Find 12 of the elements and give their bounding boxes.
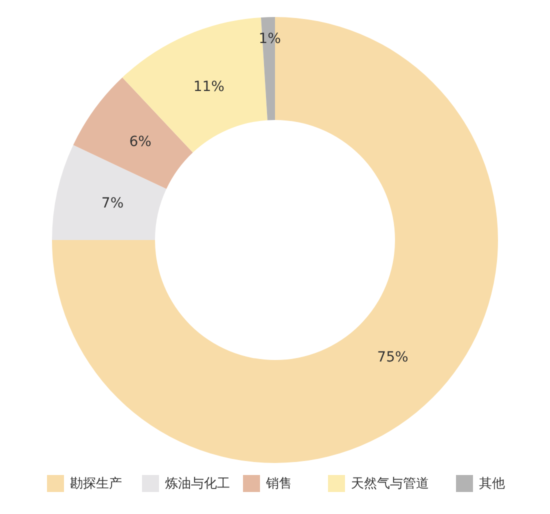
data-label: 11% (193, 79, 224, 96)
legend-label: 炼油与化工 (165, 476, 230, 492)
data-label: 6% (129, 134, 152, 150)
data-label: 7% (101, 196, 124, 212)
legend-label: 销售 (265, 476, 292, 492)
donut-slice (52, 17, 498, 463)
legend-label: 勘探生产 (70, 476, 122, 492)
legend-label: 其他 (479, 476, 505, 492)
legend-label: 天然气与管道 (351, 476, 429, 492)
data-label: 75% (377, 350, 408, 366)
donut-slice (73, 77, 193, 189)
donut-slice (52, 145, 166, 240)
